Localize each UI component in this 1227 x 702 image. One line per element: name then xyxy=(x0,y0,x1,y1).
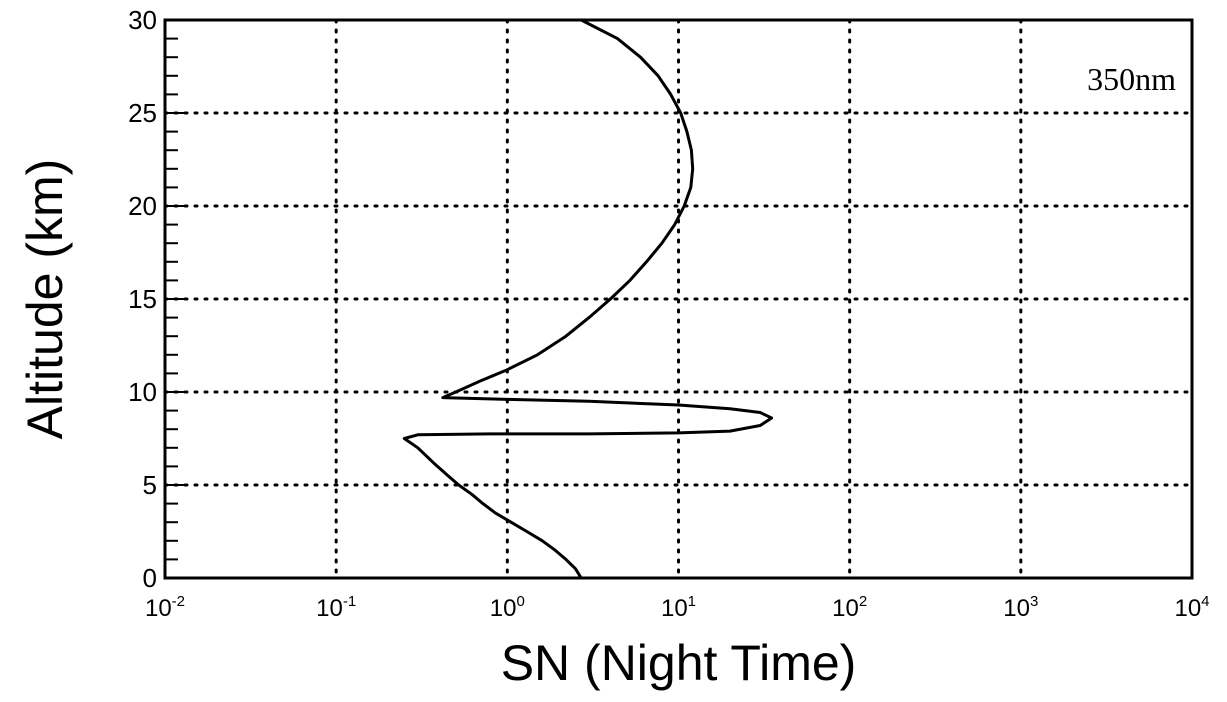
x-tick-base: 10 xyxy=(316,595,343,622)
x-tick-base: 10 xyxy=(490,595,517,622)
plot-frame xyxy=(163,18,1194,580)
x-tick-exponent: 3 xyxy=(1030,593,1038,610)
x-tick-exponent: 2 xyxy=(859,593,867,610)
y-tick-label: 5 xyxy=(143,470,157,500)
x-tick-exponent: -1 xyxy=(343,593,356,610)
y-tick-label: 25 xyxy=(128,98,157,128)
y-tick-label: 10 xyxy=(128,377,157,407)
x-tick-label: 104 xyxy=(1174,593,1209,622)
x-tick-base: 10 xyxy=(145,595,172,622)
x-tick-label: 101 xyxy=(661,593,696,622)
y-tick-label: 15 xyxy=(128,284,157,314)
y-axis-title: Altitude (km) xyxy=(17,159,73,440)
x-tick-base: 10 xyxy=(1174,595,1201,622)
grid xyxy=(163,18,1194,580)
y-tick-label: 20 xyxy=(128,191,157,221)
y-tick-labels: 0 5 10 15 20 25 30 xyxy=(128,5,157,593)
minor-ticks xyxy=(165,19,185,579)
x-tick-exponent: 0 xyxy=(517,593,525,610)
x-tick-exponent: 1 xyxy=(688,593,696,610)
x-tick-label: 103 xyxy=(1003,593,1038,622)
x-tick-label: 10-2 xyxy=(145,593,185,622)
series-line xyxy=(402,18,774,579)
x-tick-label: 100 xyxy=(490,593,525,622)
y-tick-label: 30 xyxy=(128,5,157,35)
x-tick-base: 10 xyxy=(832,595,859,622)
x-tick-labels: 10-2 10-1 100 101 102 103 104 xyxy=(145,593,1210,622)
x-tick-label: 102 xyxy=(832,593,867,622)
x-tick-exponent: 4 xyxy=(1201,593,1209,610)
x-axis-title: SN (Night Time) xyxy=(501,635,857,691)
x-tick-label: 10-1 xyxy=(316,593,356,622)
x-tick-exponent: -2 xyxy=(172,593,185,610)
x-tick-base: 10 xyxy=(661,595,688,622)
x-tick-base: 10 xyxy=(1003,595,1030,622)
wavelength-annotation: 350nm xyxy=(1087,61,1176,97)
series-layer xyxy=(402,18,774,579)
y-tick-label: 0 xyxy=(143,563,157,593)
